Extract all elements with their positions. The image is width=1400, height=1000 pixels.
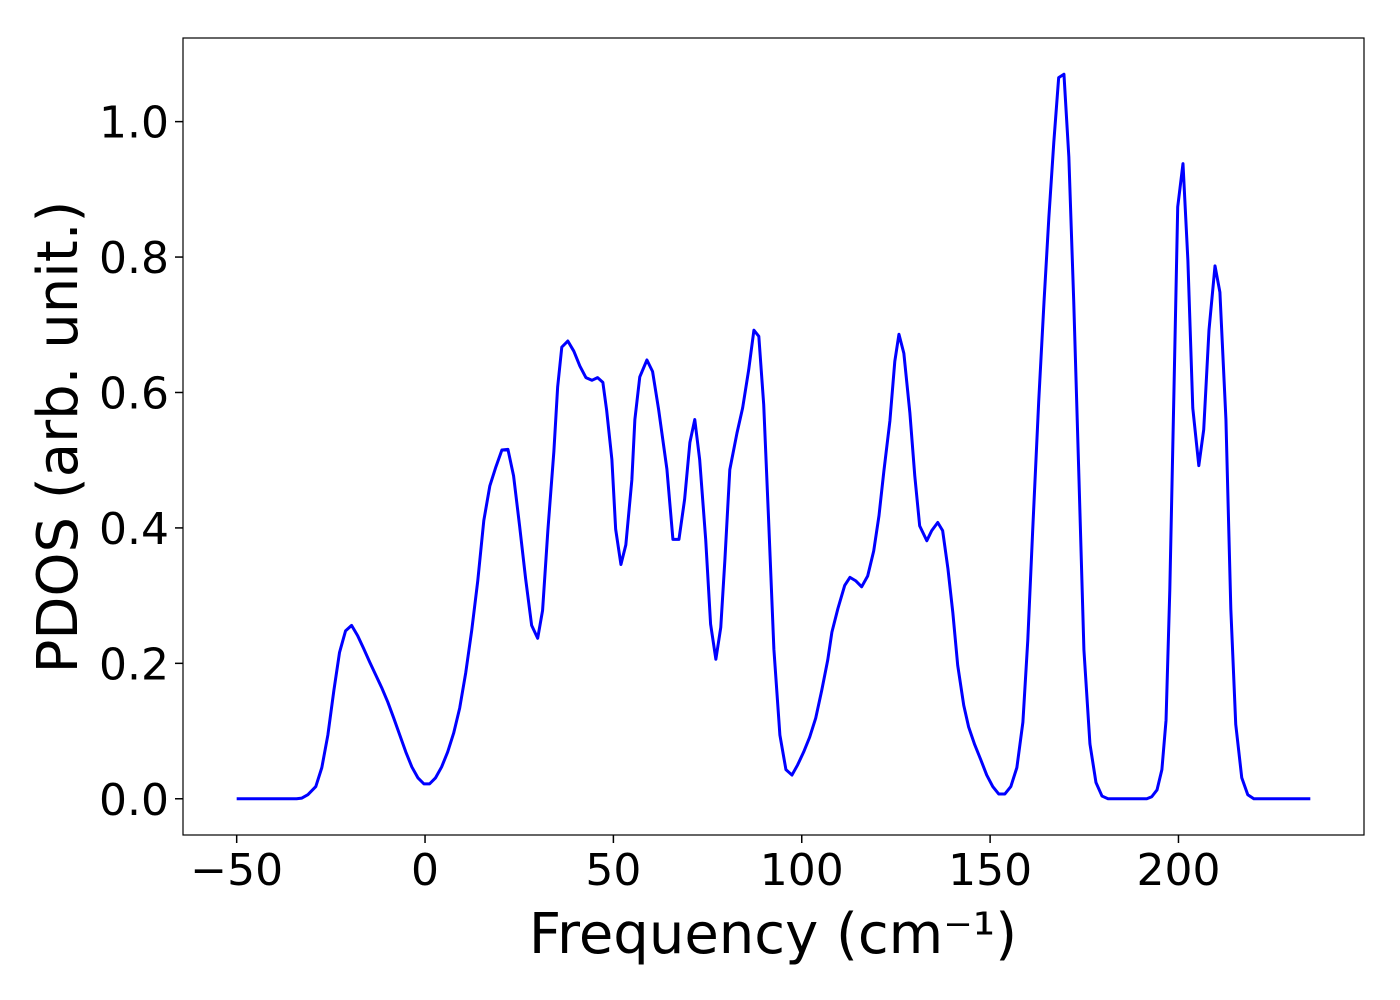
plot-frame <box>182 37 1365 836</box>
x-axis-label: Frequency (cm⁻¹) <box>529 902 1017 967</box>
y-tick-label: 0.8 <box>99 233 169 284</box>
x-tick-label: 150 <box>948 845 1032 896</box>
x-tick-label: 100 <box>760 845 844 896</box>
x-tick-label: 50 <box>585 845 641 896</box>
y-tick-label: 0.6 <box>99 368 169 419</box>
y-tick-label: 1.0 <box>99 98 169 149</box>
data-line <box>236 72 1311 801</box>
y-axis-label: PDOS (arb. unit.) <box>26 201 91 674</box>
x-tick-label: −50 <box>190 845 283 896</box>
y-tick-label: 0.4 <box>99 504 169 555</box>
x-tick-label: 0 <box>411 845 439 896</box>
y-tick-label: 0.0 <box>99 775 169 826</box>
y-tick-label: 0.2 <box>99 639 169 690</box>
x-tick-label: 200 <box>1136 845 1220 896</box>
